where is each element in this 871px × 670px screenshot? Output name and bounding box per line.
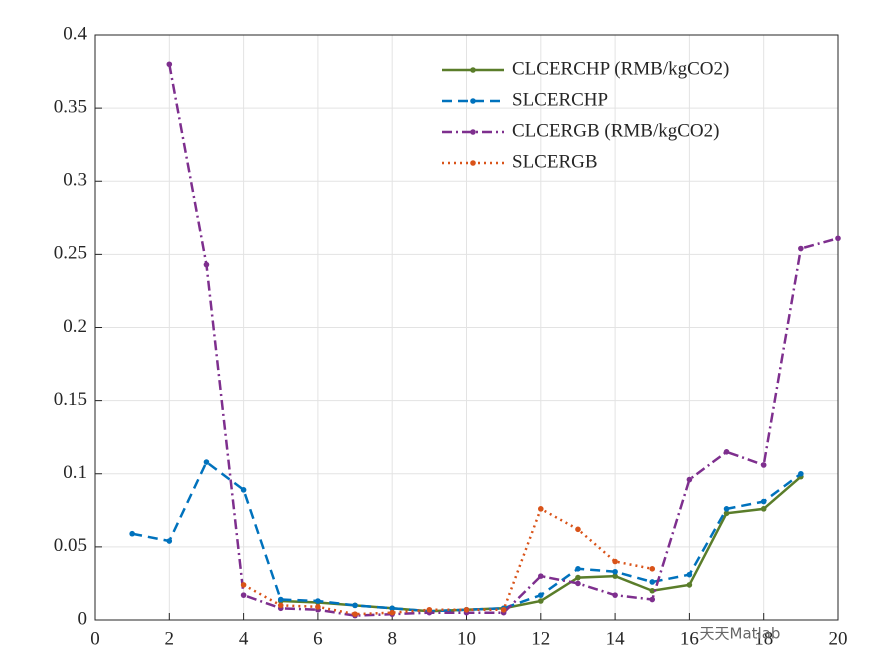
- point: [203, 261, 210, 268]
- y-tick-label: 0.35: [54, 96, 87, 117]
- point: [798, 245, 804, 252]
- y-tick-label: 0.1: [63, 462, 87, 483]
- point: [723, 510, 730, 517]
- point: [575, 580, 581, 587]
- y-tick-label: 0.25: [54, 243, 87, 264]
- point: [203, 459, 210, 465]
- y-tick-label: 0: [78, 608, 88, 629]
- x-tick-label: 16: [680, 628, 699, 649]
- x-tick-label: 12: [531, 628, 550, 649]
- point: [723, 506, 730, 512]
- x-tick-label: 4: [239, 628, 249, 649]
- point: [686, 582, 693, 588]
- point: [649, 587, 656, 594]
- point: [575, 566, 581, 572]
- point: [538, 598, 544, 604]
- point: [760, 506, 767, 512]
- point: [166, 538, 173, 544]
- y-tick-label: 0.15: [54, 389, 87, 410]
- legend-marker: [470, 160, 476, 166]
- legend-marker: [470, 98, 476, 104]
- x-tick-label: 10: [457, 628, 476, 649]
- point: [575, 526, 581, 533]
- point: [389, 605, 396, 612]
- point: [426, 606, 433, 613]
- y-tick-label: 0.05: [54, 535, 87, 556]
- x-tick-label: 2: [165, 628, 175, 649]
- point: [612, 592, 618, 598]
- point: [277, 602, 284, 609]
- point: [612, 573, 618, 579]
- point: [538, 506, 544, 512]
- point: [389, 609, 396, 616]
- point: [277, 596, 284, 603]
- x-tick-label: 8: [387, 628, 397, 649]
- point: [835, 235, 841, 242]
- x-tick-label: 6: [313, 628, 323, 649]
- point: [352, 611, 358, 617]
- point: [463, 606, 470, 613]
- point: [575, 574, 581, 581]
- point: [723, 449, 730, 455]
- legend-label: SLCERCHP: [512, 89, 608, 110]
- legend-marker: [470, 67, 476, 73]
- point: [240, 592, 247, 598]
- watermark: 天天Matlab: [700, 625, 781, 643]
- legend-label: SLCERGB: [512, 151, 598, 172]
- point: [686, 476, 693, 483]
- point: [649, 579, 656, 585]
- point: [612, 558, 618, 565]
- point: [315, 598, 321, 604]
- point: [166, 61, 173, 68]
- point: [500, 606, 507, 613]
- x-tick-label: 0: [90, 628, 100, 649]
- x-tick-label: 20: [829, 628, 848, 649]
- point: [612, 568, 618, 575]
- point: [538, 592, 544, 598]
- point: [649, 596, 656, 603]
- point: [649, 566, 656, 572]
- legend-marker: [470, 129, 476, 135]
- point: [240, 487, 247, 493]
- x-tick-label: 14: [606, 628, 626, 649]
- y-tick-label: 0.4: [63, 23, 87, 44]
- point: [240, 582, 247, 588]
- plot: 0 0.05 0.1 0.15 0.2 0.25 0.3 0.35 0.4 0 2 4 6 8 10 12 14…: [54, 23, 848, 649]
- point: [760, 498, 767, 505]
- point: [129, 530, 135, 537]
- y-tick-label: 0.3: [63, 170, 87, 191]
- point: [315, 604, 321, 610]
- point: [686, 571, 693, 578]
- legend-label: CLCERGB (RMB/kgCO2): [512, 120, 719, 141]
- point: [352, 602, 358, 609]
- series-line: [168, 64, 839, 617]
- series-line: [242, 507, 653, 616]
- y-tick-label: 0.2: [63, 316, 87, 337]
- point: [760, 462, 767, 468]
- axes-box: [94, 34, 839, 621]
- point: [798, 470, 804, 477]
- point: [538, 573, 544, 579]
- x-tick-label: 18: [754, 628, 773, 649]
- legend-label: CLCERCHP (RMB/kgCO2): [512, 58, 729, 79]
